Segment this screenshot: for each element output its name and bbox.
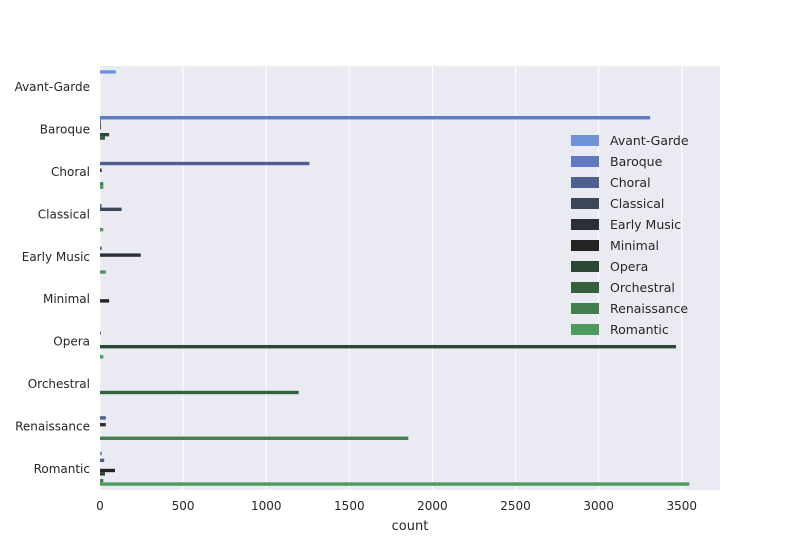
bar [100, 472, 105, 476]
legend-swatch [571, 261, 599, 272]
legend-swatch [571, 219, 599, 230]
bar [100, 270, 106, 274]
y-tick-label: Avant-Garde [15, 80, 90, 94]
bar [100, 355, 104, 359]
x-tick-label: 500 [172, 499, 195, 513]
legend-swatch [571, 135, 599, 146]
plot-background [100, 66, 720, 490]
bar [100, 423, 106, 427]
y-tick-labels: Avant-Garde Baroque Choral Classical Early M… [15, 80, 90, 476]
bar [100, 253, 141, 257]
y-tick-label: Choral [51, 165, 90, 179]
bar [100, 436, 409, 440]
y-tick-label: Minimal [43, 292, 90, 306]
x-tick-label: 3000 [583, 499, 614, 513]
legend-swatch [571, 324, 599, 335]
bar [100, 185, 104, 189]
legend-swatch [571, 156, 599, 167]
x-tick-label: 1500 [334, 499, 365, 513]
bar [100, 416, 106, 420]
legend-swatch [571, 282, 599, 293]
y-tick-label: Orchestral [28, 377, 90, 391]
bar [100, 246, 102, 251]
x-axis-title: count [392, 519, 429, 534]
bar [100, 132, 110, 137]
bar [100, 344, 676, 349]
bar [100, 126, 101, 130]
bar [100, 478, 104, 483]
bar [100, 458, 105, 463]
y-tick-label: Baroque [40, 123, 90, 137]
y-tick-label: Romantic [34, 462, 90, 476]
bar [100, 331, 101, 335]
legend-label: Early Music [610, 217, 681, 232]
legend-swatch [571, 198, 599, 209]
legend-label: Renaissance [610, 301, 688, 316]
legend-swatch [571, 177, 599, 188]
legend-label: Avant-Garde [610, 133, 689, 148]
x-tick-label: 2500 [500, 499, 531, 513]
bar [100, 227, 104, 232]
bar [100, 119, 101, 123]
legend-label: Romantic [610, 322, 669, 337]
legend-label: Classical [610, 196, 664, 211]
bar [100, 182, 104, 186]
bar [100, 70, 116, 74]
legend-label: Choral [610, 175, 651, 190]
legend-label: Baroque [610, 154, 663, 169]
legend: Avant-Garde Baroque Choral Classical Early M… [571, 133, 689, 337]
x-tick-labels: 0 500 1000 1500 2000 2500 3000 3500 [96, 499, 697, 513]
bar [100, 204, 102, 208]
x-tick-label: 0 [96, 499, 104, 513]
bar [100, 122, 101, 127]
y-tick-label: Renaissance [15, 419, 90, 433]
legend-label: Opera [610, 259, 648, 274]
legend-label: Orchestral [610, 280, 675, 295]
bar [100, 136, 105, 140]
x-tick-label: 2000 [417, 499, 448, 513]
y-tick-label: Early Music [22, 250, 90, 264]
bar [100, 161, 310, 166]
bar [100, 168, 102, 172]
legend-label: Minimal [610, 238, 659, 253]
x-tick-label: 1000 [251, 499, 282, 513]
bar [100, 390, 299, 395]
legend-swatch [571, 303, 599, 314]
bar [100, 451, 102, 456]
bar [100, 207, 122, 212]
x-tick-label: 3500 [666, 499, 697, 513]
bar [100, 299, 110, 303]
bar-group [100, 70, 690, 486]
y-tick-label: Opera [53, 335, 90, 349]
bar [100, 468, 115, 473]
y-tick-label: Classical [38, 207, 90, 221]
bar [100, 116, 651, 120]
legend-swatch [571, 240, 599, 251]
bar [100, 482, 690, 486]
